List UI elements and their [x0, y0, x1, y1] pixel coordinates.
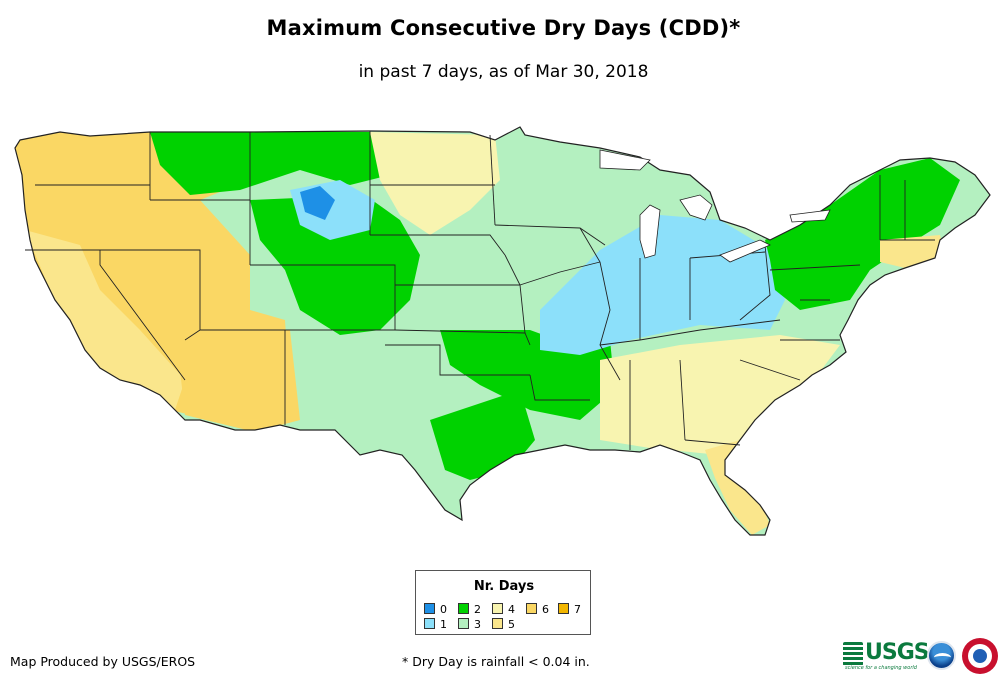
zone-southeast: [600, 335, 840, 455]
legend-label: 5: [508, 618, 515, 631]
legend-item-6: 6: [526, 603, 549, 616]
legend-swatch: [492, 618, 503, 629]
usgs-waves-icon: [843, 642, 863, 666]
legend-label: 1: [440, 618, 447, 631]
legend: Nr. Days 0 2 4 6 7 1 3 5: [415, 570, 591, 635]
legend-swatch: [424, 603, 435, 614]
zone-texas-interior: [430, 390, 535, 480]
noaa-gull-icon: [934, 653, 951, 662]
dry-day-zones: [15, 127, 990, 535]
legend-swatch: [458, 618, 469, 629]
map-subtitle: in past 7 days, as of Mar 30, 2018: [358, 62, 649, 82]
legend-label: 7: [574, 603, 581, 616]
legend-swatch: [458, 603, 469, 614]
usgs-tagline: science for a changing world: [845, 665, 917, 671]
producer-credit: Map Produced by USGS/EROS: [10, 654, 196, 669]
legend-label: 3: [474, 618, 481, 631]
state-boundaries: [25, 131, 935, 450]
legend-item-2: 2: [458, 603, 481, 616]
legend-swatch: [424, 618, 435, 629]
zone-desert-southwest: [180, 320, 300, 432]
legend-item-4: 4: [492, 603, 515, 616]
legend-item-5: 5: [492, 618, 515, 631]
legend-swatch: [492, 603, 503, 614]
legend-item-0: 0: [424, 603, 447, 616]
great-lakes: [599, 149, 831, 263]
nws-logo-icon: [962, 638, 998, 674]
legend-swatch: [558, 603, 569, 614]
legend-item-3: 3: [458, 618, 481, 631]
legend-item-7: 7: [558, 603, 581, 616]
zone-florida: [705, 440, 770, 535]
dry-day-footnote: * Dry Day is rainfall < 0.04 in.: [402, 654, 590, 669]
legend-label: 6: [542, 603, 549, 616]
zone-northern-rockies: [150, 132, 390, 195]
legend-swatch: [526, 603, 537, 614]
zone-california-coast: [25, 230, 185, 410]
nws-core: [973, 649, 987, 663]
noaa-logo-icon: [927, 641, 956, 670]
zone-northeast: [765, 158, 960, 310]
legend-label: 0: [440, 603, 447, 616]
us-outline: [14, 126, 991, 536]
zone-central-wyoming-core: [300, 186, 335, 220]
zone-ohio-valley: [540, 215, 785, 355]
legend-label: 4: [508, 603, 515, 616]
map-title: Maximum Consecutive Dry Days (CDD)*: [266, 16, 741, 40]
usgs-wordmark: USGS: [865, 640, 930, 665]
zone-high-plains: [370, 132, 500, 235]
legend-item-1: 1: [424, 618, 447, 631]
legend-title: Nr. Days: [473, 579, 535, 594]
legend-label: 2: [474, 603, 481, 616]
